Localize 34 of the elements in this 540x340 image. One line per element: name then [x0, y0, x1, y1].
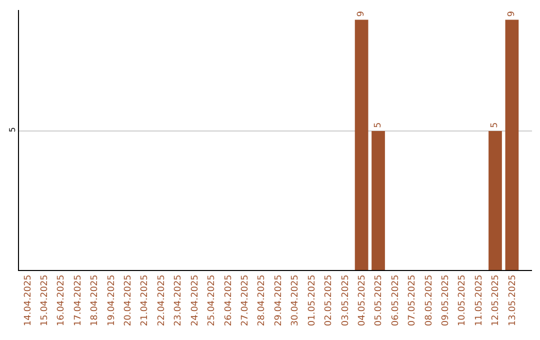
x-tick-label: 07.05.2025 — [408, 274, 418, 326]
x-tick-label: 14.04.2025 — [23, 274, 34, 326]
x-tick-label: 04.05.2025 — [357, 274, 368, 326]
x-tick-label: 01.05.2025 — [307, 274, 318, 326]
x-tick-label: 23.04.2025 — [174, 274, 184, 326]
data-label: 5 — [490, 122, 500, 128]
x-tick-label: 29.04.2025 — [274, 274, 284, 326]
x-tick-label: 24.04.2025 — [190, 274, 200, 326]
x-tick-label: 12.05.2025 — [491, 274, 502, 326]
x-tick-label: 10.05.2025 — [458, 274, 468, 326]
x-tick-label: 11.05.2025 — [474, 274, 484, 326]
x-tick-label: 17.04.2025 — [73, 274, 84, 326]
x-tick-label: 03.05.2025 — [340, 274, 351, 326]
x-tick-label: 13.05.2025 — [508, 274, 518, 326]
x-tick-label: 27.04.2025 — [240, 274, 251, 326]
x-tick-label: 30.04.2025 — [290, 274, 301, 326]
data-label: 9 — [356, 10, 367, 17]
x-tick-label: 16.04.2025 — [56, 274, 67, 326]
x-tick-label: 26.04.2025 — [224, 274, 234, 326]
x-tick-label: 05.05.2025 — [374, 274, 384, 326]
data-label: 5 — [373, 122, 384, 128]
x-tick-label: 28.04.2025 — [257, 274, 268, 326]
x-tick-label: 25.04.2025 — [207, 274, 218, 326]
x-tick-label: 20.04.2025 — [124, 274, 134, 326]
data-label: 9 — [506, 10, 517, 17]
x-tick-label: 19.04.2025 — [106, 274, 117, 326]
x-tick-label: 09.05.2025 — [441, 274, 452, 326]
x-tick-label: 22.04.2025 — [156, 274, 167, 326]
x-tick-label: 06.05.2025 — [390, 274, 401, 326]
x-tick-label: 18.04.2025 — [90, 274, 100, 326]
x-tick-label: 15.04.2025 — [40, 274, 50, 326]
x-tick-label: 02.05.2025 — [324, 274, 334, 326]
x-tick-label: 08.05.2025 — [424, 274, 434, 326]
x-tick-label: 21.04.2025 — [140, 274, 150, 326]
